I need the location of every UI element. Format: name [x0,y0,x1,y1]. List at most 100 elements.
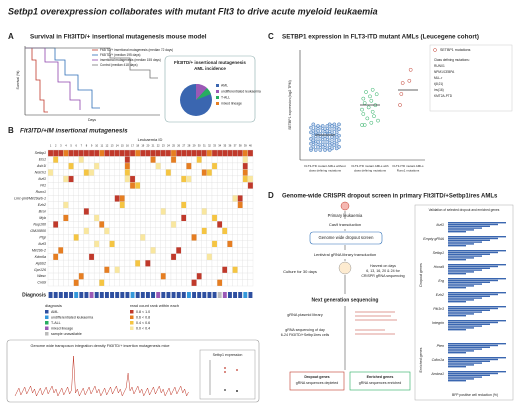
heatmap-cell [129,221,136,228]
heatmap-cell [206,272,213,280]
heatmap-cell [58,246,64,254]
heatmap-cell [93,246,100,254]
column-id: 29 [193,144,196,148]
heatmap-cell [201,234,208,241]
result-label: gRNA sequences depleted [296,381,339,385]
bar-decoration [448,231,466,233]
heatmap-cell [170,272,177,280]
heatmap-cell [129,208,136,215]
bar-decoration [448,255,482,257]
heatmap-cell [196,253,202,261]
heatmap-cell [104,266,110,274]
heatmap-cell [104,221,110,228]
legend-swatch [45,321,49,325]
legend-swatch [216,96,219,99]
heatmap-cell [222,246,228,254]
diagnosis-cell [217,292,222,298]
diagnosis-cell [140,292,145,298]
heatmap-cell [104,195,110,202]
heatmap-cell [160,182,167,190]
heatmap-cell [47,234,54,241]
heatmap-cell [216,246,223,254]
heatmap-cell [68,259,74,267]
heatmap-cell [47,253,54,261]
diagnosis-cell [171,292,176,298]
heatmap-cell [206,195,213,202]
heatmap-cell [206,208,213,215]
inset-dot [224,371,226,373]
gene-label: Hoxa9 [434,265,444,269]
heatmap-cell [222,214,228,222]
heatmap-cell [165,272,172,280]
heatmap-cell [78,201,85,209]
heatmap-cell [232,149,238,157]
heatmap-cell [242,266,249,274]
heatmap-cell [109,234,115,241]
heatmap-cell [201,162,208,170]
panel-title: SETBP1 expression in FLT3-ITD mutant AML… [282,34,479,41]
bar-decoration [448,323,490,325]
gene-label: Ptgr [39,235,46,239]
heatmap-cell [52,272,59,280]
heatmap-cell [134,188,141,196]
heatmap-cell [63,221,69,228]
heatmap-cell [119,234,126,241]
heatmap-cell [232,227,238,235]
heatmap-cell [227,195,233,202]
column-id: 17 [131,144,134,148]
column-id: 27 [182,144,185,148]
heatmap-cell [145,195,151,202]
heatmap-cell [63,182,69,190]
heatmap-cell [124,162,131,170]
heatmap-cell [186,240,192,248]
heatmap-cell [181,195,187,202]
heatmap-cell [227,162,233,170]
heatmap-cell [134,195,141,202]
heatmap-cell [222,169,228,177]
heatmap-cell [181,227,187,235]
bar-decoration [448,297,482,299]
heatmap-cell [129,266,136,274]
bar-decoration [448,343,506,345]
gene-label: Empty gRNA [423,237,444,241]
heatmap-cell [124,156,131,164]
heatmap-cell [227,234,233,241]
heatmap-cell [150,175,156,183]
diagnosis-cell [243,292,248,298]
scatter-dot [372,114,376,119]
heatmap-cell [63,259,69,267]
gene-label: Ezh2 [436,293,444,297]
heatmap-cell [47,156,54,164]
heatmap-cell [206,234,213,241]
heatmap-cell [247,246,254,254]
bar-decoration [448,278,506,280]
heatmap-cell [160,169,167,177]
heatmap-cell [78,208,85,215]
heatmap-cell [201,240,208,248]
scatter-dot [320,144,325,149]
heatmap-cell [222,221,228,228]
flow-step: Genome wide dropout screen [319,235,375,240]
scatter-dot [309,141,313,146]
heatmap-cell [140,227,146,235]
heatmap-cell [155,208,161,215]
diagnosis-cell [186,292,191,298]
gene-label: Setbp1 [35,151,46,155]
heatmap-cell [124,259,131,267]
heatmap-cell [150,227,156,235]
gene-label: Crebl [37,281,46,285]
heatmap-cell [237,175,243,183]
heatmap-cell [206,175,213,183]
diagnosis-cell [248,292,253,298]
heatmap-cell [201,259,208,267]
heatmap-cell [109,214,115,222]
heatmap-cell [119,162,126,170]
heatmap-cell [160,246,167,254]
heatmap-cell [227,156,233,164]
heatmap-cell [186,149,192,157]
heatmap-cell [181,259,187,267]
heatmap-cell [242,201,249,209]
legend-swatch [130,315,134,319]
heatmap-cell [165,169,172,177]
heatmap-cell [222,149,228,157]
